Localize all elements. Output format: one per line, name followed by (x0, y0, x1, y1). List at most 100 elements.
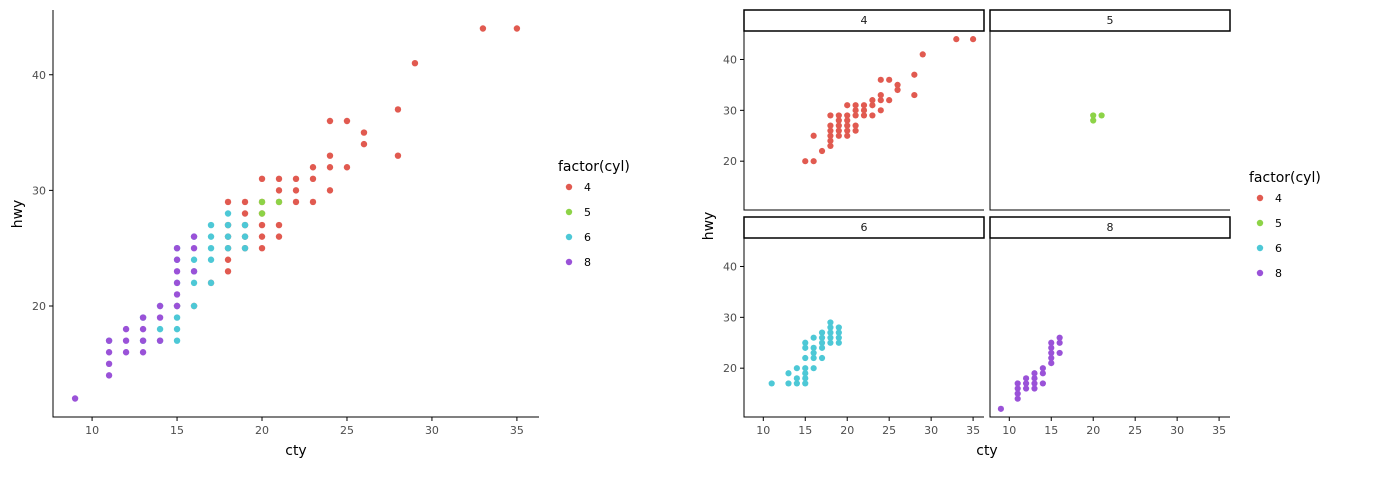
facet-axes-lines (989, 31, 1230, 211)
point-cyl-6 (224, 244, 232, 252)
point-cyl-8 (139, 349, 147, 356)
facet-point-cyl-8 (1014, 395, 1021, 402)
point-cyl-6 (156, 325, 164, 333)
point-cyl-8 (122, 337, 130, 344)
facet-point-cyl-8 (997, 405, 1005, 412)
point-cyl-6 (190, 256, 198, 263)
point-cyl-4 (360, 129, 368, 136)
point-cyl-6 (173, 314, 181, 321)
facet-point-cyl-8 (1022, 385, 1030, 392)
facet-strip-label: 4 (861, 14, 868, 27)
point-cyl-8 (156, 302, 164, 310)
facet-point-cyl-4 (827, 132, 834, 139)
right-facet-chart: 4 5 6 8 10 15 20 25 30 35 10 15 20 25 30 35 20 30 40 20 30… (701, 9, 1321, 459)
facet-panel-5: 5 (989, 9, 1231, 211)
facet-point-cyl-4 (835, 122, 842, 129)
facet-point-cyl-8 (1014, 380, 1021, 387)
facet-point-cyl-4 (802, 158, 809, 165)
y-tick-label: 40 (32, 69, 46, 82)
facet-point-cyl-8 (1048, 354, 1055, 362)
point-cyl-6 (241, 233, 249, 240)
point-cyl-8 (122, 349, 130, 356)
facet-point-cyl-8 (1056, 339, 1063, 346)
right-legend-entries: 4 5 6 8 (1256, 192, 1282, 280)
facet-point-cyl-8 (1039, 370, 1046, 377)
legend-key-5 (1256, 219, 1264, 227)
facet-strip-box (989, 216, 1231, 239)
y-tick-label: 30 (723, 311, 737, 324)
legend-key-6 (565, 233, 573, 241)
facet-point-cyl-4 (852, 122, 859, 129)
point-cyl-4 (224, 256, 232, 263)
facet-point-cyl-6 (793, 380, 800, 387)
facet-point-cyl-6 (802, 375, 809, 382)
facet-point-cyl-6 (768, 380, 775, 387)
facet-point-cyl-4 (844, 102, 851, 109)
facet-point-cyl-6 (802, 344, 809, 351)
facet-point-cyl-8 (1022, 375, 1030, 382)
right-x-axes: 10 15 20 25 30 35 10 15 20 25 30 35 (756, 417, 1226, 437)
facet-point-cyl-6 (810, 354, 817, 362)
facet-point-cyl-4 (869, 112, 876, 119)
x-tick-label: 15 (170, 424, 184, 437)
point-cyl-8 (139, 314, 147, 321)
left-legend-title: factor(cyl) (558, 159, 630, 175)
point-cyl-8 (156, 337, 164, 344)
legend-key-4 (1256, 194, 1264, 202)
facet-point-cyl-6 (810, 334, 817, 341)
point-cyl-8 (173, 268, 181, 275)
point-cyl-4 (275, 175, 283, 183)
point-cyl-6 (173, 325, 181, 333)
facet-point-cyl-6 (818, 344, 826, 351)
facet-point-cyl-4 (827, 137, 834, 144)
point-cyl-4 (258, 244, 266, 252)
legend-label-5: 5 (584, 206, 591, 219)
facet-point-cyl-8 (1039, 380, 1046, 387)
point-cyl-6 (241, 221, 249, 229)
y-tick-label: 30 (723, 104, 737, 117)
legend-key-6 (1256, 244, 1264, 252)
legend-label-8: 8 (1275, 267, 1282, 280)
x-tick-label: 25 (882, 424, 896, 437)
point-cyl-6 (207, 256, 215, 263)
legend-label-4: 4 (584, 181, 591, 194)
facet-point-cyl-6 (818, 354, 826, 362)
point-cyl-6 (224, 233, 232, 240)
point-cyl-4 (241, 210, 249, 217)
facet-panels: 4 5 6 8 (743, 9, 1231, 418)
facet-strip-label: 5 (1107, 14, 1114, 27)
point-cyl-4 (394, 106, 402, 113)
facet-point-cyl-4 (911, 71, 918, 78)
facet-point-cyl-4 (844, 117, 851, 124)
facet-point-cyl-4 (877, 107, 884, 114)
point-cyl-8 (156, 314, 164, 321)
point-cyl-4 (241, 198, 249, 206)
facet-point-cyl-6 (802, 354, 809, 362)
facet-point-cyl-4 (953, 36, 960, 43)
point-cyl-4 (343, 117, 351, 125)
left-y-axis: 20 30 40 (32, 69, 53, 313)
point-cyl-4 (326, 117, 334, 125)
facet-panel-6: 6 (743, 216, 985, 418)
facet-point-cyl-8 (1014, 390, 1021, 397)
facet-point-cyl-8 (1056, 334, 1063, 341)
facet-point-cyl-6 (835, 339, 842, 346)
x-tick-label: 25 (1128, 424, 1142, 437)
point-cyl-4 (258, 233, 266, 240)
facet-point-cyl-4 (844, 127, 851, 134)
point-cyl-4 (394, 152, 402, 159)
point-cyl-8 (190, 233, 198, 240)
point-cyl-8 (71, 395, 79, 402)
facet-strip-box (743, 9, 985, 32)
facet-strip-label: 6 (861, 221, 868, 234)
facet-point-cyl-4 (852, 112, 859, 119)
facet-point-cyl-6 (810, 349, 817, 357)
facet-point-cyl-8 (1031, 380, 1038, 387)
left-scatter-chart: 10 15 20 25 30 35 20 30 40 cty hwy factor(cyl) … (10, 10, 630, 459)
facet-point-cyl-6 (785, 370, 792, 377)
point-cyl-6 (190, 302, 198, 310)
point-cyl-6 (207, 221, 215, 229)
point-cyl-8 (190, 244, 198, 252)
facet-point-cyl-4 (827, 142, 834, 150)
facet-point-cyl-4 (835, 127, 842, 134)
